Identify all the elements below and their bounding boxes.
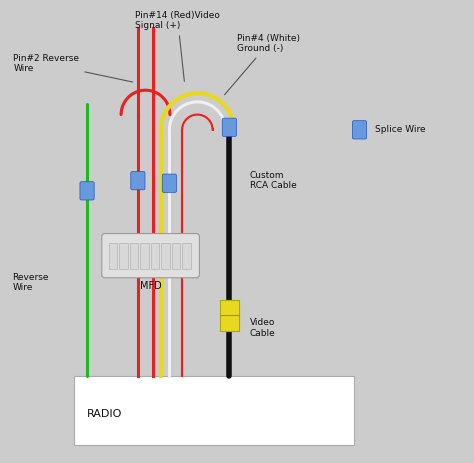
Text: Pin#14 (Red)Video
Signal (+): Pin#14 (Red)Video Signal (+) <box>136 11 220 81</box>
Text: Pin#2 Reverse
Wire: Pin#2 Reverse Wire <box>13 54 133 82</box>
FancyBboxPatch shape <box>222 118 237 137</box>
FancyBboxPatch shape <box>80 181 94 200</box>
Text: RADIO: RADIO <box>87 409 122 419</box>
Bar <box>109 243 117 269</box>
Text: Pin#4 (White)
Ground (-): Pin#4 (White) Ground (-) <box>225 34 300 95</box>
Bar <box>151 243 159 269</box>
Bar <box>140 243 149 269</box>
Text: Custom
RCA Cable: Custom RCA Cable <box>250 171 296 190</box>
FancyBboxPatch shape <box>131 171 145 190</box>
Bar <box>172 243 180 269</box>
Text: MFD: MFD <box>140 281 162 291</box>
Bar <box>161 243 170 269</box>
Bar <box>74 376 354 445</box>
FancyBboxPatch shape <box>162 174 176 192</box>
Text: Splice Wire: Splice Wire <box>375 125 426 134</box>
Bar <box>130 243 138 269</box>
Text: Reverse
Wire: Reverse Wire <box>12 273 49 292</box>
FancyBboxPatch shape <box>352 121 366 139</box>
FancyBboxPatch shape <box>102 233 200 278</box>
Bar <box>182 243 191 269</box>
Bar <box>220 300 239 331</box>
Bar <box>119 243 128 269</box>
Text: Video
Cable: Video Cable <box>250 319 275 338</box>
